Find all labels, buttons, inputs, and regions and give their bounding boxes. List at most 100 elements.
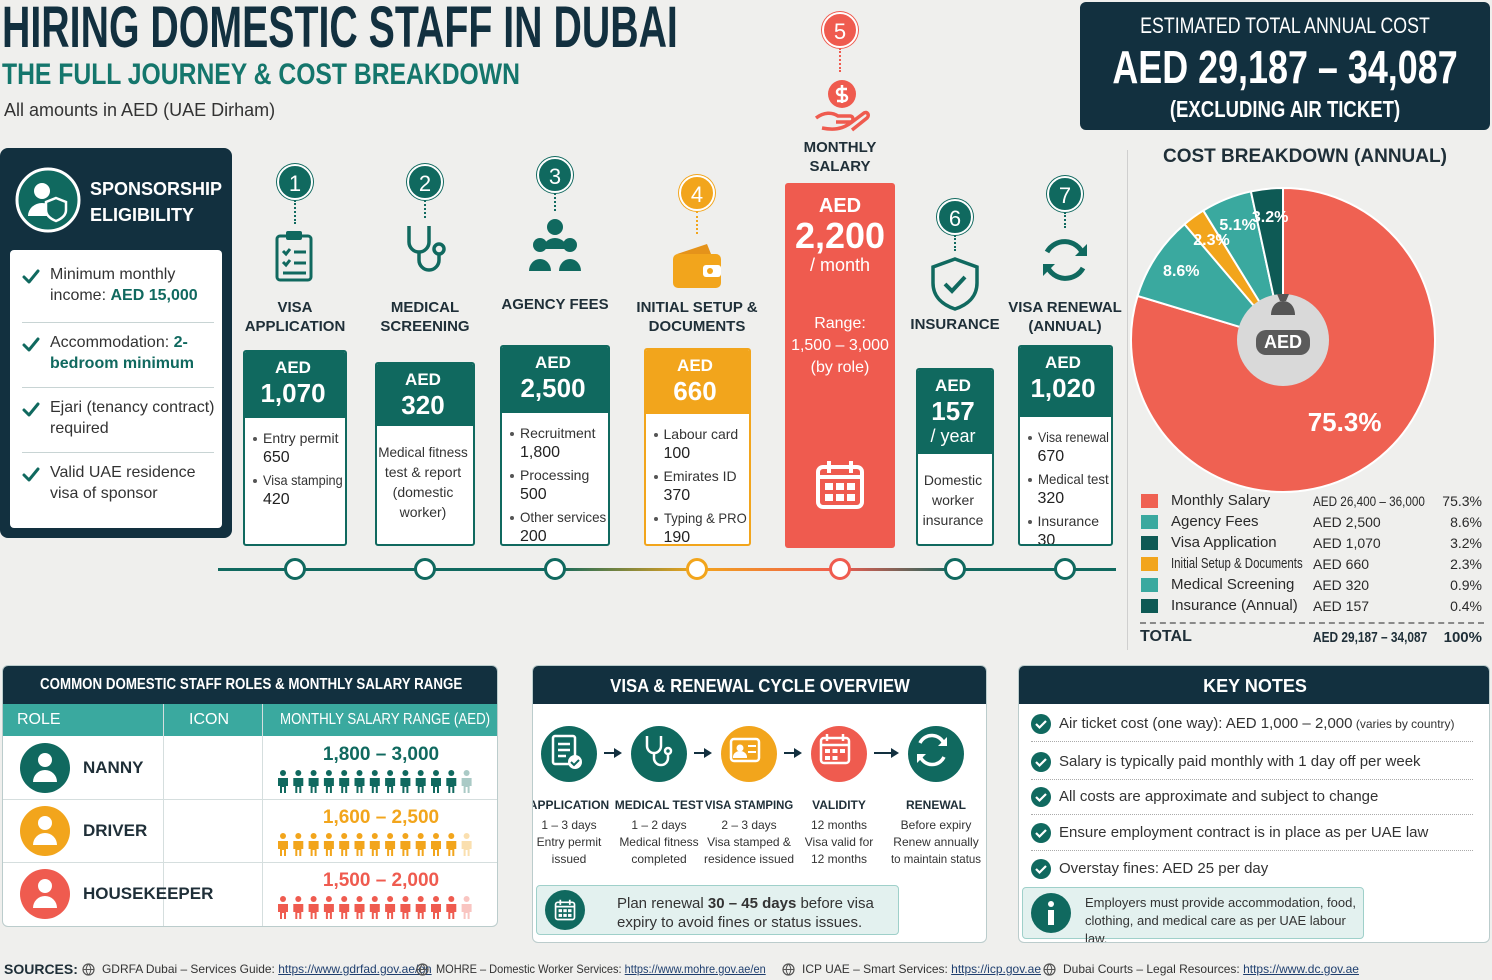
step-title: VISA APPLICATION (244, 299, 346, 335)
eligibility-item: Minimum monthly income: AED 15,000 (50, 264, 218, 306)
stage-line: Entry permit (536, 835, 602, 849)
stage-line: 1 – 2 days (631, 818, 687, 832)
step-card-header: AED 1,070 (245, 352, 345, 418)
icon-shape (280, 833, 286, 839)
icon-shape (400, 778, 411, 793)
icon-shape (371, 770, 378, 776)
icon-shape (339, 896, 350, 919)
icon-shape (339, 841, 350, 856)
eligibility-list: Minimum monthly income: AED 15,000 Accomm… (10, 250, 222, 528)
icon-shape (20, 869, 70, 919)
icon-shape (463, 770, 470, 776)
legend-swatch (1141, 494, 1158, 508)
icon-shape (415, 904, 426, 919)
step-item-value: 1,800 (520, 444, 561, 461)
icon-shape (354, 833, 365, 856)
tip-box: Plan renewal 30 – 45 days before visa ex… (536, 885, 899, 935)
row-divider (3, 862, 497, 863)
source-url: https://icp.gov.ae (951, 962, 1041, 976)
icon-shape (825, 756, 830, 760)
icon-shape (385, 841, 396, 856)
legend-amount: AED 660 (1313, 556, 1370, 572)
icon-shape (931, 257, 979, 311)
column-header: ROLE (17, 711, 61, 728)
step-connector (696, 211, 698, 234)
icon-shape (387, 833, 394, 839)
step-icon (407, 226, 446, 272)
icon-shape (387, 896, 394, 902)
tip-text-pre: Plan renewal (617, 895, 708, 912)
icon-shape (1048, 901, 1054, 907)
step-item-name: Typing & PRO (663, 510, 747, 526)
info-text: Employers must provide accommodation, fo… (1085, 895, 1356, 943)
icon-shape (369, 833, 380, 856)
pie-value-label: 75.3% (1307, 407, 1382, 437)
step-amount: 320 (401, 390, 445, 420)
legend-name: Agency Fees (1171, 513, 1259, 530)
role-name: HOUSEKEEPER (83, 884, 214, 903)
icon-shape (433, 833, 439, 839)
icon-shape (673, 254, 721, 288)
source-item: ICP UAE – Smart Services: https://icp.go… (802, 962, 1041, 976)
step-item-value: 420 (263, 491, 290, 508)
note-separator (1031, 779, 1473, 780)
step-item-name: Insurance (1037, 513, 1099, 529)
icon-shape (729, 737, 761, 763)
step-desc: worker) (399, 504, 447, 520)
icon-shape (400, 841, 411, 856)
eligibility-text: Minimum monthly income: (50, 266, 176, 304)
column-header: ICON (189, 711, 229, 728)
legend-swatch (1141, 599, 1158, 613)
step-card-header: AED 157/ year (918, 370, 992, 454)
step-item-name: Recruitment (520, 425, 596, 441)
step-connector (839, 48, 841, 72)
icon-shape (461, 904, 472, 919)
icon-shape (417, 252, 441, 272)
icon-shape (529, 219, 581, 271)
icon-shape (339, 904, 350, 919)
stage-title: MEDICAL TEST (614, 798, 704, 812)
stage-line: residence issued (703, 852, 795, 866)
total-note: (EXCLUDING AIR TICKET) (1169, 96, 1401, 122)
icon-shape (354, 841, 365, 856)
icon-shape (400, 904, 411, 919)
step-item-name: Processing (520, 467, 590, 483)
stage-line: completed (631, 852, 687, 866)
icon-shape (385, 833, 396, 856)
stage-line: 12 months (810, 852, 868, 866)
icon-shape (308, 770, 319, 793)
icon-shape (891, 748, 899, 758)
step-title: AGENCY FEES (501, 296, 609, 313)
icon-shape (677, 244, 711, 254)
total-percent: 100% (1443, 629, 1482, 646)
stage-line: Renew annually (893, 835, 979, 849)
chart-divider (1127, 150, 1128, 650)
step-desc: 1,500 – 3,000 (791, 337, 889, 354)
roles-title: COMMON DOMESTIC STAFF ROLES & MONTHLY SA… (40, 676, 463, 693)
icon-shape (431, 904, 441, 919)
icon-shape (20, 806, 70, 856)
step-item-value: 200 (520, 528, 547, 545)
step-item-name: Visa renewal (1037, 429, 1109, 445)
step-item-value: 30 (1037, 532, 1056, 546)
icon-shape (431, 896, 441, 919)
bullet (653, 433, 658, 437)
bullet (510, 474, 514, 478)
icon-shape (825, 749, 830, 753)
icon-shape (1031, 859, 1051, 879)
icon-shape (568, 913, 572, 917)
icon-shape (614, 748, 622, 758)
icon-shape (387, 770, 394, 776)
source-name: GDRFA Dubai – Services Guide: (102, 962, 279, 976)
source-name: ICP UAE – Smart Services: (802, 962, 952, 976)
timeline-node (414, 558, 436, 580)
step-desc: test & report (384, 464, 462, 480)
row-divider (3, 799, 497, 800)
icon-shape (446, 833, 457, 856)
step-item-name: Visa stamping (263, 472, 343, 488)
icon-shape (818, 461, 862, 479)
stage-icon (631, 726, 687, 782)
pie-value-label: 8.6% (1163, 263, 1200, 281)
icon-shape (369, 904, 380, 919)
legend-amount: AED 1,070 (1313, 535, 1381, 551)
